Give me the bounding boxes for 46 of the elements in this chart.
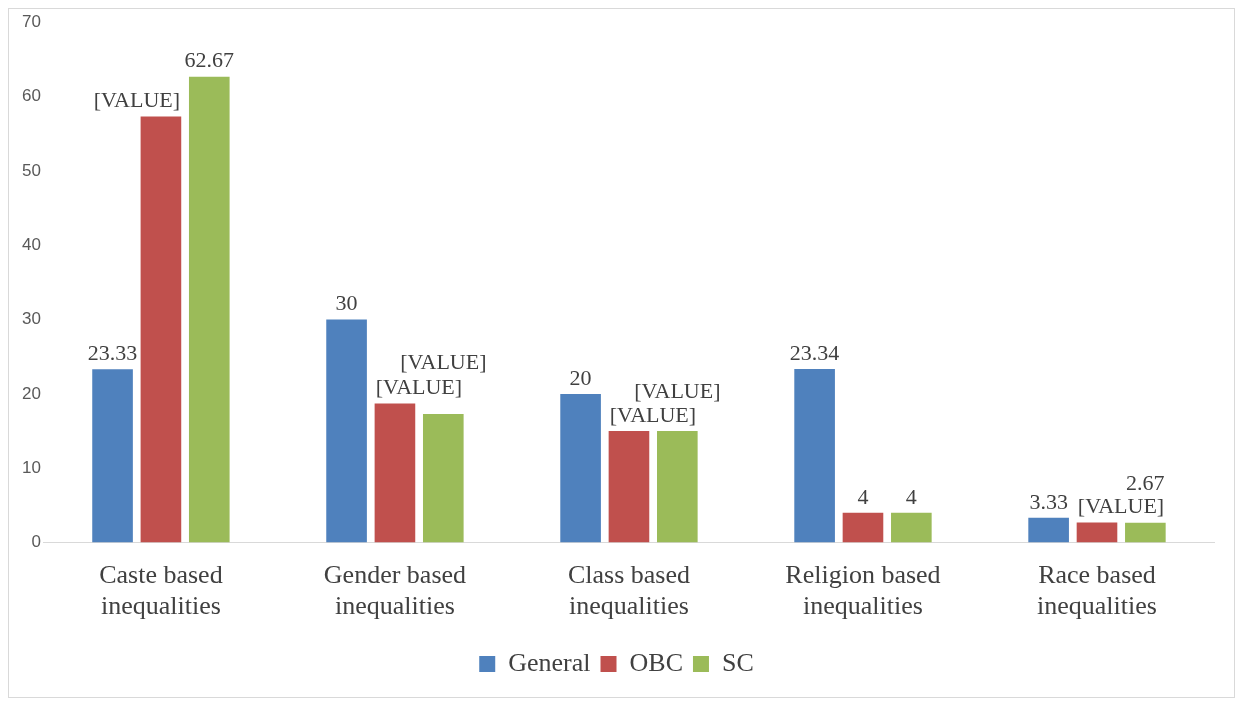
- y-tick-label: 0: [31, 532, 41, 552]
- y-tick-label: 70: [21, 11, 41, 31]
- y-tick-label: 40: [21, 234, 41, 254]
- data-label: 3.33: [1029, 488, 1068, 514]
- legend-label: OBC: [629, 647, 683, 677]
- bar: [657, 431, 698, 543]
- data-label: 30: [335, 290, 358, 316]
- bar: [326, 319, 367, 543]
- data-label: 4: [905, 483, 917, 509]
- bar: [92, 369, 133, 543]
- bar: [891, 512, 932, 543]
- x-tick-label: Caste based inequalities: [99, 560, 223, 621]
- legend-label: General: [508, 647, 591, 677]
- data-label: [VALUE]: [93, 87, 181, 113]
- x-tick-label: Gender based inequalities: [323, 560, 467, 621]
- bar: [608, 431, 650, 543]
- bar: [1028, 517, 1069, 543]
- data-label: [VALUE]: [1077, 493, 1165, 519]
- y-tick-label: 30: [21, 309, 41, 329]
- data-label: 23.34: [789, 339, 840, 365]
- data-label: [VALUE]: [609, 401, 697, 427]
- y-tick-label: 20: [21, 383, 41, 403]
- x-tick-label: Class based inequalities: [567, 560, 690, 621]
- data-label: [VALUE]: [400, 348, 487, 374]
- legend-label: SC: [721, 647, 754, 677]
- x-tick-label: Religion based inequalities: [785, 560, 941, 621]
- data-label: 62.67: [184, 47, 235, 73]
- bar: [560, 393, 601, 543]
- data-label: [VALUE]: [375, 374, 463, 400]
- y-tick-label: 60: [21, 86, 41, 106]
- bar: [140, 116, 182, 543]
- bar: [188, 76, 230, 543]
- data-label: 2.67: [1126, 469, 1165, 495]
- data-label: 23.33: [87, 339, 138, 365]
- data-label: [VALUE]: [634, 377, 721, 403]
- bar: [422, 413, 464, 543]
- data-label: 4: [857, 483, 869, 509]
- bar: [794, 369, 835, 543]
- data-label: 20: [569, 364, 592, 390]
- y-tick-label: 10: [21, 457, 41, 477]
- bar: [842, 512, 884, 543]
- bar: [1076, 522, 1118, 543]
- bar: [374, 403, 416, 543]
- bar: [1125, 522, 1166, 543]
- x-tick-label: Race based inequalities: [1037, 560, 1157, 621]
- y-tick-label: 50: [21, 160, 41, 180]
